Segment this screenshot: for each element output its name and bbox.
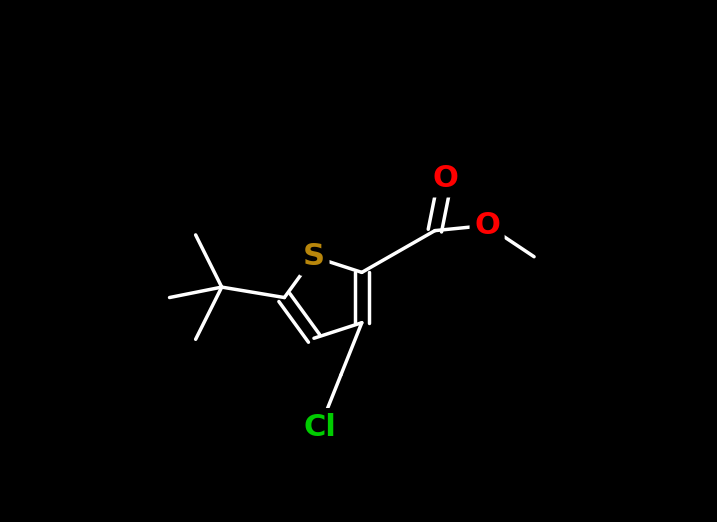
Text: O: O <box>474 211 500 240</box>
Text: O: O <box>432 164 458 193</box>
Text: S: S <box>303 242 325 271</box>
Text: Cl: Cl <box>303 412 336 442</box>
